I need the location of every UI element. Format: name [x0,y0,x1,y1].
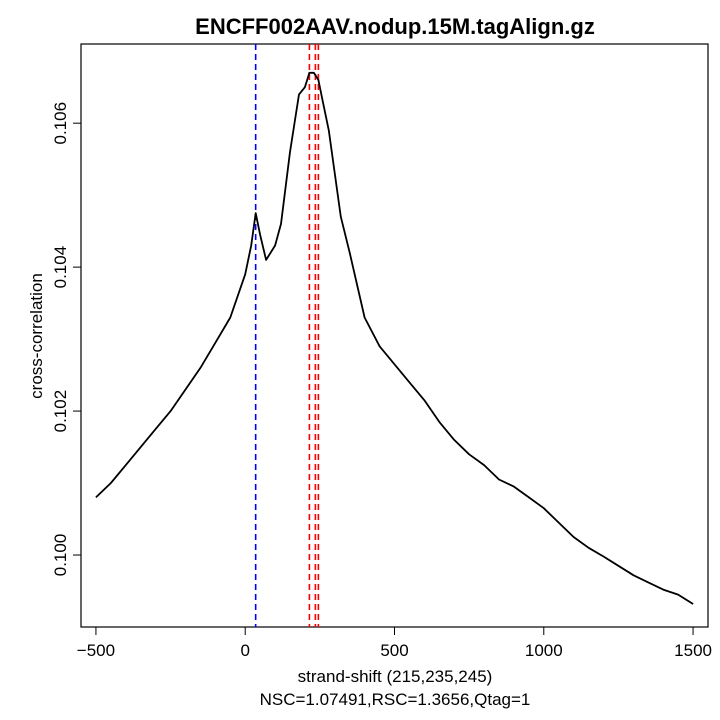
y-tick-label: 0.102 [51,390,70,433]
y-tick-label: 0.104 [51,246,70,289]
y-axis: 0.100 0.102 0.104 0.106 [51,102,81,576]
y-tick-label: 0.100 [51,534,70,577]
chart-title: ENCFF002AAV.nodup.15M.tagAlign.gz [195,14,595,39]
x-axis-label: strand-shift (215,235,245) [298,667,493,686]
plot-frame [80,43,709,628]
x-tick-label: 1500 [674,641,712,660]
x-tick-label: −500 [77,641,115,660]
y-tick-label: 0.106 [51,102,70,145]
x-tick-label: 0 [240,641,249,660]
y-axis-label: cross-correlation [27,273,46,399]
x-tick-label: 500 [380,641,408,660]
x-axis: −500 0 500 1000 1500 [77,627,712,660]
x-tick-label: 1000 [525,641,563,660]
x-axis-stats-label: NSC=1.07491,RSC=1.3656,Qtag=1 [260,690,531,709]
cross-correlation-curve [95,71,694,605]
vertical-markers [254,44,320,627]
curve-layer [95,71,694,605]
